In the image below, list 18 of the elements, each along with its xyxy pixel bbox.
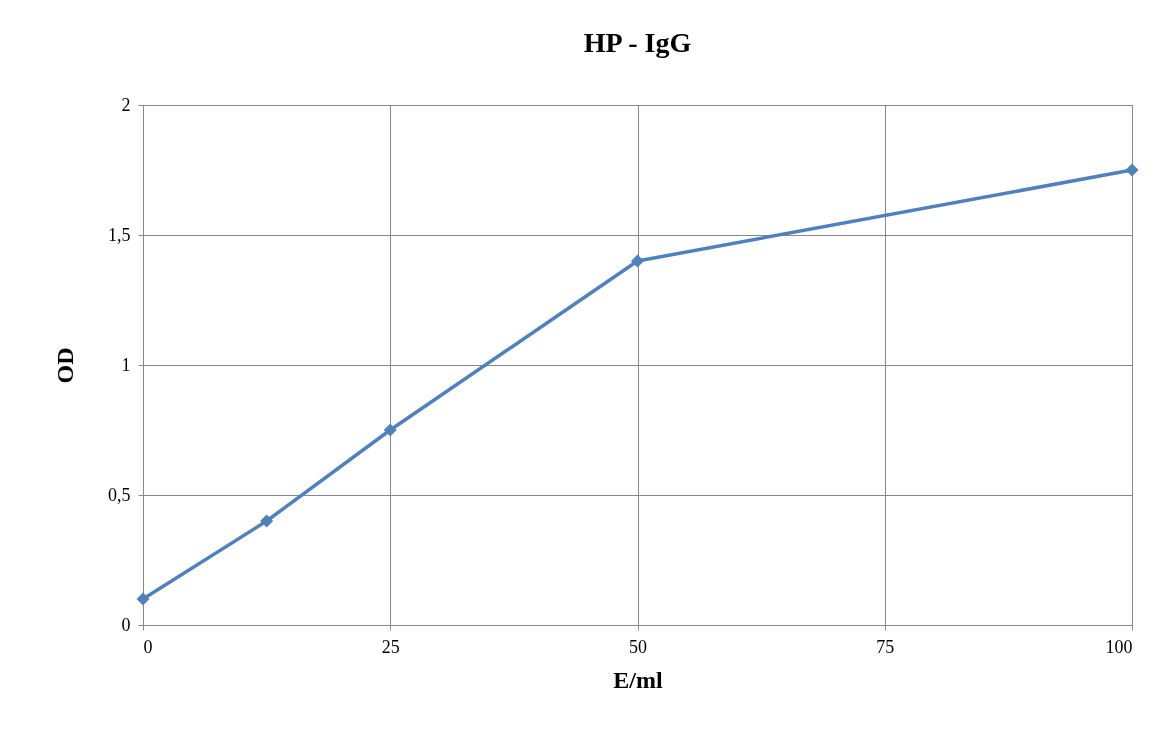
point xyxy=(260,514,274,528)
y-tick-label: 0 xyxy=(121,614,131,635)
point xyxy=(136,592,150,606)
chart-title: HP - IgG xyxy=(583,27,692,58)
point xyxy=(630,254,645,268)
point xyxy=(1125,163,1139,177)
y-tick-label: 1,5 xyxy=(108,224,131,245)
x-tick-label: 25 xyxy=(381,636,400,657)
x-tick-label: 0 xyxy=(143,636,153,657)
point xyxy=(383,423,397,437)
x-tick-label: 100 xyxy=(1105,636,1133,657)
y-tick-label: 2 xyxy=(121,94,131,115)
y-tick-label: 0,5 xyxy=(108,484,131,505)
x-tick-label: 50 xyxy=(629,636,647,657)
x-axis-title: E/ml xyxy=(613,666,663,693)
x-tick-label: 75 xyxy=(876,636,895,657)
y-tick-label: 1 xyxy=(121,354,131,375)
y-axis-title: OD xyxy=(52,347,78,384)
